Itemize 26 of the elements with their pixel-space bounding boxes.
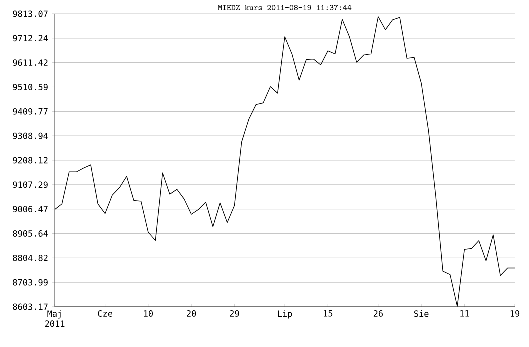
x-tick-label: 19: [510, 310, 520, 317]
y-tick-label: 9409.77: [13, 108, 48, 115]
y-tick-label: 9208.12: [13, 157, 48, 164]
y-tick-label: 9510.59: [13, 84, 48, 90]
x-tick-label: 15: [324, 310, 333, 317]
x-tick-label: 11: [460, 310, 470, 317]
x-tick-label: Cze: [98, 310, 112, 317]
x-tick-label: Lip: [278, 310, 292, 319]
y-tick-label: 8603.17: [13, 304, 48, 310]
x-tick-label: Maj 2011: [45, 310, 65, 328]
x-tick-label: 10: [144, 310, 154, 317]
x-tick-label: 26: [374, 310, 383, 317]
x-tick-label: Sie: [414, 310, 429, 318]
y-tick-label: 9006.47: [13, 206, 48, 213]
y-tick-label: 9107.29: [13, 182, 48, 188]
y-tick-label: 9813.07: [13, 10, 48, 18]
x-tick-label: 20: [187, 310, 196, 317]
y-tick-label: 9712.24: [13, 35, 48, 42]
y-tick-label: 8703.99: [13, 279, 48, 286]
x-tick-label: 29: [230, 310, 240, 317]
line-series: [54, 16, 516, 307]
y-tick-label: 8905.64: [13, 230, 48, 237]
y-tick-label: 9611.42: [13, 60, 48, 66]
y-tick-label: 9308.94: [13, 132, 48, 140]
chart-title: MIEDZ kurs 2011-08-19 11:37:44: [218, 5, 352, 10]
y-tick-label: 8804.82: [13, 254, 48, 262]
